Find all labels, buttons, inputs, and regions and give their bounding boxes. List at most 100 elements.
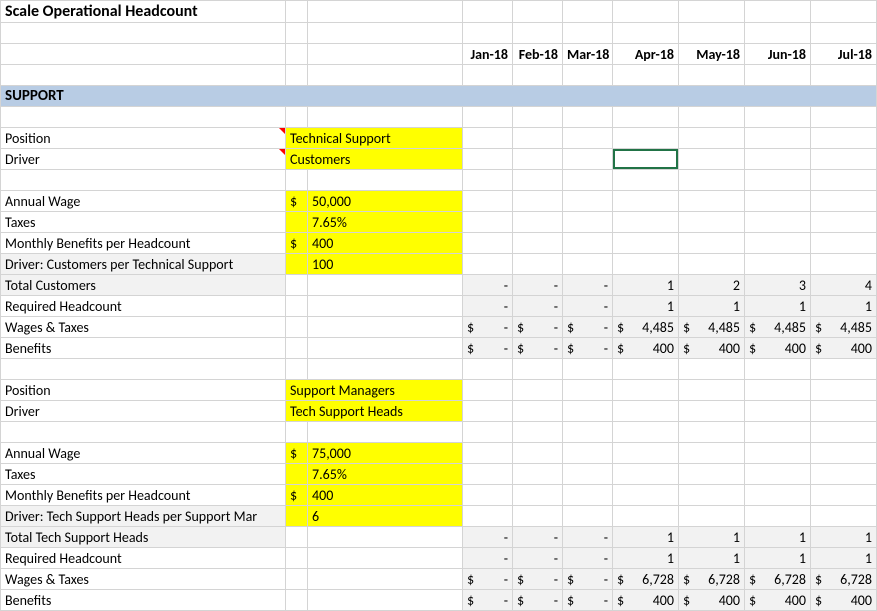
input-annual-wage[interactable]: 50,000: [308, 191, 463, 212]
cell[interactable]: [1, 359, 286, 380]
cell[interactable]: [308, 44, 463, 65]
cell[interactable]: [463, 401, 513, 422]
cell[interactable]: [563, 359, 613, 380]
cell[interactable]: [463, 233, 513, 254]
cell[interactable]: [613, 380, 679, 401]
cell[interactable]: [286, 548, 308, 569]
cell[interactable]: [286, 254, 308, 275]
label-position[interactable]: Position: [1, 380, 286, 401]
input-taxes[interactable]: 7.65%: [308, 464, 463, 485]
cell[interactable]: [679, 506, 745, 527]
value-cell[interactable]: $-: [513, 338, 563, 359]
cell[interactable]: [811, 170, 877, 191]
cell[interactable]: [613, 233, 679, 254]
cell[interactable]: [613, 65, 679, 86]
cell[interactable]: [463, 380, 513, 401]
cell[interactable]: [463, 23, 513, 44]
value-cell[interactable]: -: [563, 296, 613, 317]
cell[interactable]: [679, 464, 745, 485]
input-driver[interactable]: Tech Support Heads: [286, 401, 463, 422]
label-wages-taxes[interactable]: Wages & Taxes: [1, 569, 286, 590]
cell[interactable]: [563, 464, 613, 485]
cell[interactable]: [286, 359, 308, 380]
cell[interactable]: [463, 254, 513, 275]
cell[interactable]: [286, 170, 308, 191]
cell[interactable]: [513, 422, 563, 443]
cell[interactable]: [463, 422, 513, 443]
cell[interactable]: [513, 506, 563, 527]
input-taxes[interactable]: 7.65%: [308, 212, 463, 233]
label-taxes[interactable]: Taxes: [1, 212, 286, 233]
value-cell[interactable]: $400: [613, 590, 679, 611]
value-cell[interactable]: 1: [679, 548, 745, 569]
value-cell[interactable]: 1: [811, 527, 877, 548]
cell[interactable]: [613, 464, 679, 485]
cell[interactable]: [811, 233, 877, 254]
cell[interactable]: [513, 191, 563, 212]
value-cell[interactable]: 2: [679, 275, 745, 296]
value-cell[interactable]: -: [563, 527, 613, 548]
value-cell[interactable]: $4,485: [613, 317, 679, 338]
input-annual-wage[interactable]: 75,000: [308, 443, 463, 464]
cell[interactable]: [745, 422, 811, 443]
value-cell[interactable]: 1: [613, 296, 679, 317]
cell[interactable]: [513, 1, 563, 23]
label-wages-taxes[interactable]: Wages & Taxes: [1, 317, 286, 338]
cell[interactable]: [513, 65, 563, 86]
label-headcount[interactable]: Required Headcount: [1, 296, 286, 317]
cell[interactable]: [308, 569, 463, 590]
cell[interactable]: [513, 107, 563, 128]
cell[interactable]: [613, 254, 679, 275]
cell[interactable]: [563, 170, 613, 191]
value-cell[interactable]: 1: [745, 548, 811, 569]
input-driver-ratio[interactable]: 100: [308, 254, 463, 275]
cell[interactable]: [463, 170, 513, 191]
currency-symbol[interactable]: $: [286, 485, 308, 506]
cell[interactable]: [463, 464, 513, 485]
cell[interactable]: [463, 65, 513, 86]
cell[interactable]: [679, 422, 745, 443]
value-cell[interactable]: $400: [613, 338, 679, 359]
cell[interactable]: [513, 254, 563, 275]
cell[interactable]: [745, 443, 811, 464]
label-driver[interactable]: Driver: [1, 401, 286, 422]
cell[interactable]: [745, 380, 811, 401]
cell[interactable]: [811, 485, 877, 506]
cell[interactable]: [1, 107, 286, 128]
cell[interactable]: [513, 212, 563, 233]
cell[interactable]: [563, 422, 613, 443]
cell[interactable]: [308, 590, 463, 611]
cell[interactable]: [679, 401, 745, 422]
currency-symbol[interactable]: $: [286, 443, 308, 464]
cell[interactable]: [679, 170, 745, 191]
value-cell[interactable]: -: [463, 527, 513, 548]
currency-symbol[interactable]: $: [286, 191, 308, 212]
value-cell[interactable]: -: [563, 275, 613, 296]
cell[interactable]: [463, 443, 513, 464]
cell[interactable]: [613, 506, 679, 527]
cell[interactable]: [308, 338, 463, 359]
cell[interactable]: [613, 191, 679, 212]
cell[interactable]: [745, 359, 811, 380]
cell[interactable]: [286, 464, 308, 485]
cell[interactable]: [679, 107, 745, 128]
cell[interactable]: [745, 233, 811, 254]
cell[interactable]: [679, 380, 745, 401]
cell[interactable]: [563, 254, 613, 275]
cell[interactable]: [811, 443, 877, 464]
cell[interactable]: [308, 359, 463, 380]
cell[interactable]: [679, 191, 745, 212]
cell[interactable]: [563, 233, 613, 254]
value-cell[interactable]: $6,728: [811, 569, 877, 590]
cell[interactable]: [745, 212, 811, 233]
month-header[interactable]: Jun-18: [745, 44, 811, 65]
label-benefits[interactable]: Monthly Benefits per Headcount: [1, 485, 286, 506]
cell[interactable]: [513, 170, 563, 191]
cell[interactable]: [286, 212, 308, 233]
value-cell[interactable]: -: [463, 548, 513, 569]
cell[interactable]: [745, 506, 811, 527]
cell[interactable]: [811, 107, 877, 128]
cell[interactable]: [811, 149, 877, 170]
cell[interactable]: [308, 65, 463, 86]
input-benefits[interactable]: 400: [308, 233, 463, 254]
